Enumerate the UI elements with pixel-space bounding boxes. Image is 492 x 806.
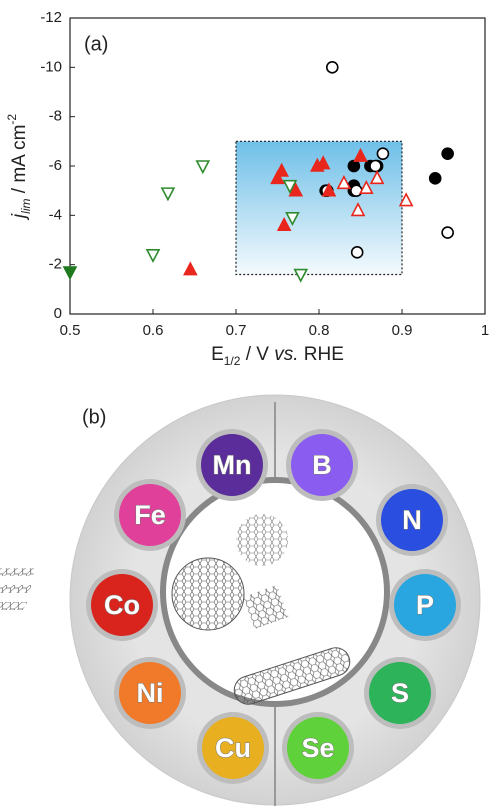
element-label: Se bbox=[301, 733, 334, 763]
point bbox=[442, 148, 453, 159]
y-tick-label: 0 bbox=[54, 305, 62, 322]
y-tick-label: -8 bbox=[49, 108, 62, 125]
point bbox=[370, 161, 381, 172]
point bbox=[351, 185, 362, 196]
graphene-sheets bbox=[0, 568, 37, 610]
x-axis-label-part: RHE bbox=[299, 344, 344, 365]
element-label: Mn bbox=[213, 450, 252, 480]
y-axis-label-part: -2 bbox=[5, 114, 19, 125]
point bbox=[184, 263, 196, 275]
panel-label: (a) bbox=[84, 33, 108, 55]
point bbox=[295, 270, 307, 282]
element-label: N bbox=[402, 505, 422, 535]
point bbox=[442, 227, 453, 238]
y-tick-label: -12 bbox=[40, 9, 62, 26]
point bbox=[147, 250, 159, 261]
x-tick-label: 0.5 bbox=[60, 322, 81, 339]
y-tick-label: -10 bbox=[40, 58, 62, 75]
x-tick-label: 0.8 bbox=[309, 322, 330, 339]
y-tick-label: -2 bbox=[49, 256, 62, 273]
point bbox=[327, 62, 338, 73]
point bbox=[348, 161, 359, 172]
point bbox=[162, 188, 174, 200]
x-axis-label-part: / V bbox=[240, 344, 274, 365]
element-label: P bbox=[416, 590, 434, 620]
element-label: Ni bbox=[137, 678, 164, 708]
point bbox=[430, 173, 441, 184]
element-label: Co bbox=[104, 590, 140, 620]
point bbox=[64, 267, 76, 279]
x-tick-label: 0.7 bbox=[226, 322, 247, 339]
element-label: Fe bbox=[134, 500, 166, 530]
panel-label: (b) bbox=[82, 406, 106, 428]
figure: 0 -2 -4 -6 -8 -10 -12 0.5 0.6 0.7 0.8 0.9 1 (a) E1/2 /… bbox=[0, 0, 492, 806]
y-tick-label: -4 bbox=[49, 206, 62, 223]
y-axis-label-part: / mA cm bbox=[9, 125, 30, 199]
point bbox=[377, 148, 388, 159]
y-axis-label-part: lim bbox=[19, 199, 33, 214]
x-axis-label-part: vs. bbox=[274, 344, 298, 365]
x-axis-label-part: E bbox=[211, 344, 224, 365]
y-axis-label: jlim / mA cm-2 bbox=[5, 114, 33, 221]
x-axis-label-part: 1/2 bbox=[224, 354, 241, 368]
y-tick-label: -6 bbox=[49, 157, 62, 174]
element-diagram: (b) Mn B Fe N Co P Ni S Cu Se bbox=[0, 395, 480, 806]
element-label: Cu bbox=[215, 733, 251, 763]
x-tick-label: 0.6 bbox=[143, 322, 164, 339]
fullerene bbox=[172, 558, 244, 630]
point bbox=[352, 247, 363, 258]
element-label: S bbox=[391, 678, 409, 708]
scatter-chart: 0 -2 -4 -6 -8 -10 -12 0.5 0.6 0.7 0.8 0.9 1 (a) E1/2 /… bbox=[5, 9, 489, 368]
point bbox=[197, 161, 209, 173]
element-label: B bbox=[312, 450, 332, 480]
amorphous-carbon bbox=[236, 514, 288, 566]
x-tick-label: 0.9 bbox=[392, 322, 413, 339]
x-tick-label: 1 bbox=[481, 322, 489, 339]
x-axis-label: E1/2 / V vs. RHE bbox=[211, 344, 344, 368]
